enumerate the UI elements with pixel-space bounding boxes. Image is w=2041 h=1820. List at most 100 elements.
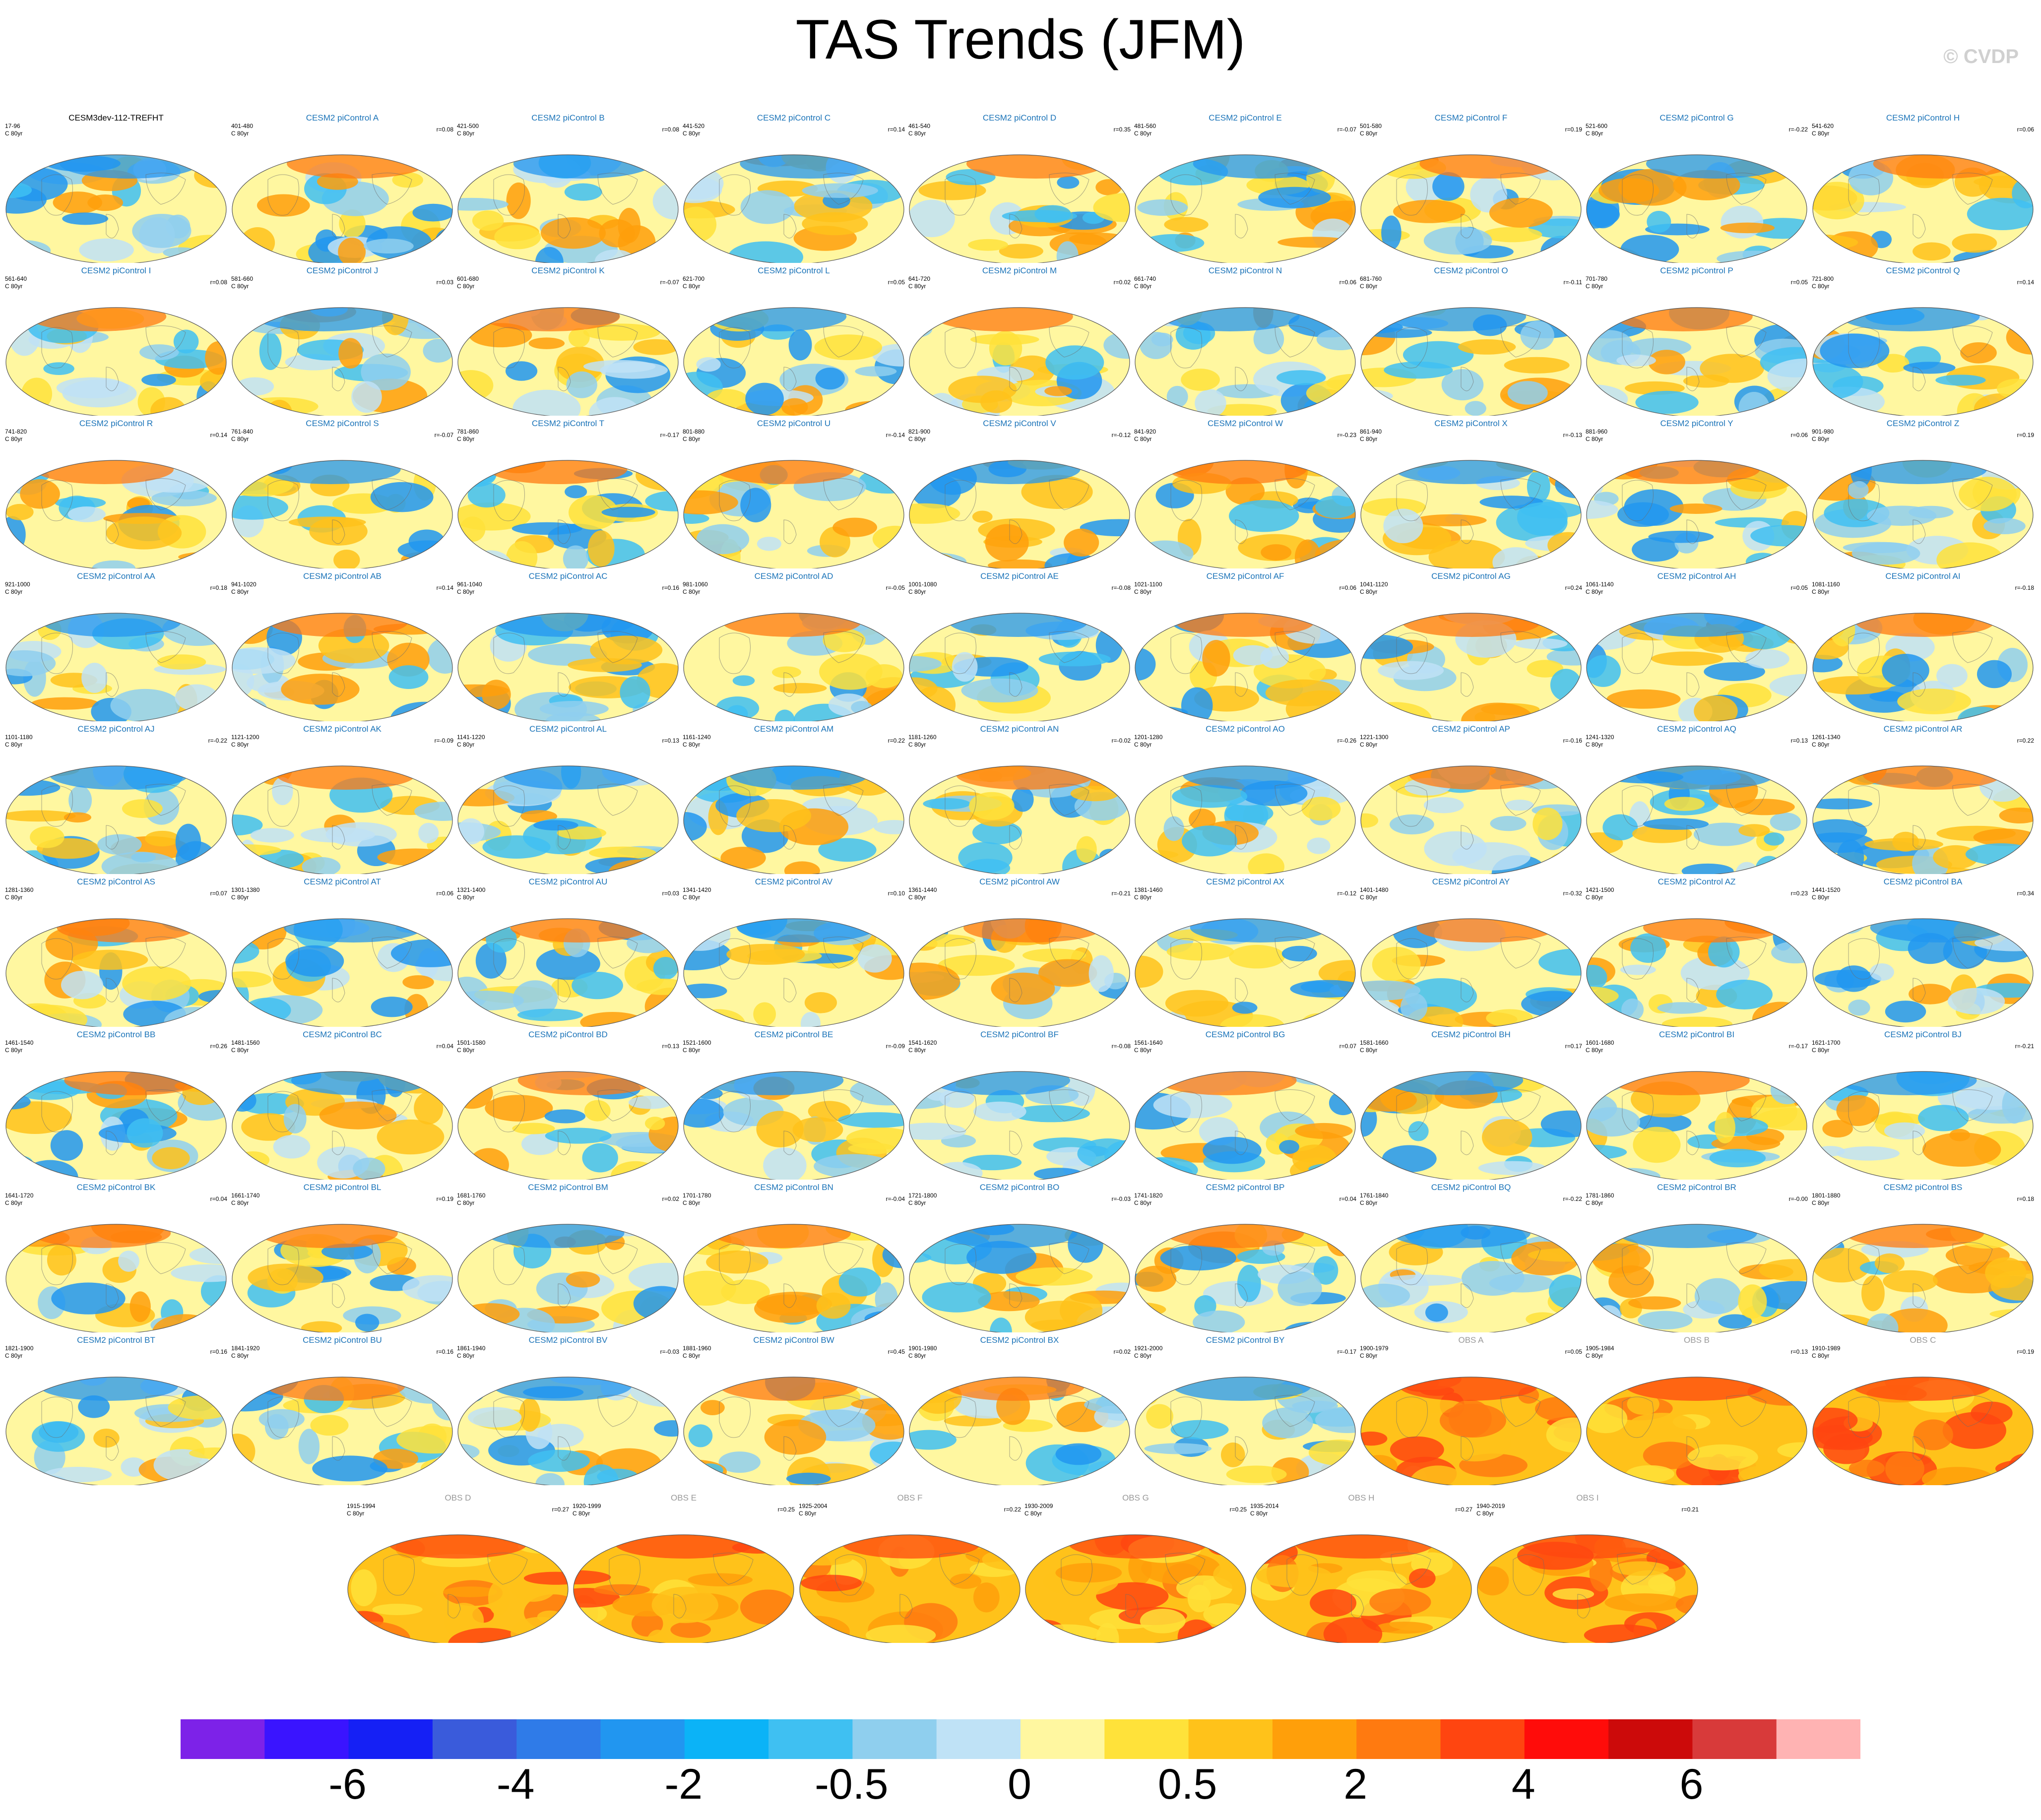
colorbar [181, 1719, 1860, 1759]
map-border [1586, 613, 1807, 721]
trend-region [1643, 818, 1709, 830]
arctic-region [64, 1071, 203, 1095]
panel-units: C 80yr [1812, 1199, 1830, 1206]
map-border [5, 460, 227, 568]
panel-units: C 80yr [1134, 436, 1152, 442]
trend-region [1295, 1123, 1353, 1139]
trend-region [310, 1415, 349, 1436]
panel-units: C 80yr [231, 894, 249, 901]
map-plot [457, 1071, 679, 1180]
panel-correlation: r=0.05 [1790, 584, 1808, 591]
map-panel: CESM2 piControl AQ 1241-1320 C 80yr r=0.13 [1585, 724, 1809, 874]
trend-region [1146, 1404, 1174, 1429]
panel-title: CESM2 piControl V [983, 419, 1056, 428]
map-border [683, 1071, 904, 1180]
trend-region [818, 838, 877, 862]
map-panel: CESM2 piControl P 701-780 C 80yr r=0.05 [1585, 266, 1809, 416]
map-plot [1586, 1224, 1807, 1332]
panel-title: CESM2 piControl U [757, 419, 831, 428]
trend-region [973, 1101, 1026, 1122]
map-plot [232, 1224, 453, 1332]
panel-units: C 80yr [5, 1047, 23, 1054]
continent-outline [267, 1242, 412, 1308]
trend-region [458, 684, 510, 697]
colorbar-swatch [768, 1719, 853, 1759]
trend-region [732, 675, 755, 687]
trend-region [950, 1573, 982, 1589]
page-title: TAS Trends (JFM) [795, 8, 1246, 70]
trend-region [772, 666, 801, 679]
panel-title: CESM2 piControl F [1434, 113, 1508, 123]
trend-region [587, 530, 615, 567]
trend-region [1136, 1265, 1177, 1292]
map-plot [1360, 765, 1582, 874]
trend-region [1482, 1119, 1532, 1156]
map-plot [909, 1071, 1130, 1180]
panel-units: C 80yr [1134, 741, 1152, 748]
trend-region [1587, 965, 1607, 990]
panel-correlation: r=0.07 [210, 890, 227, 897]
trend-region [1561, 766, 1581, 792]
trend-region [1661, 1016, 1733, 1027]
panel-correlation: r=0.03 [662, 890, 679, 897]
panel-title: CESM2 piControl B [531, 113, 605, 123]
trend-region [1012, 787, 1034, 812]
trend-region [1038, 651, 1111, 667]
trend-region [1095, 179, 1122, 195]
trend-region [1848, 1000, 1870, 1016]
continent-outline [1622, 478, 1767, 544]
arctic-region [291, 1071, 430, 1095]
trend-region [1033, 1168, 1083, 1180]
continent-outline [493, 631, 638, 697]
trend-region [1709, 1148, 1766, 1168]
panel-title: CESM2 piControl AL [529, 724, 607, 734]
trend-region [1253, 323, 1284, 355]
trend-region [1790, 155, 1807, 164]
continent-outline [267, 937, 412, 1003]
panel-correlation: r=0.27 [1455, 1506, 1472, 1513]
trend-region [1202, 639, 1230, 677]
trend-region [353, 1157, 385, 1180]
trend-region [1770, 1075, 1804, 1105]
map-border [232, 918, 453, 1027]
map-panel: CESM2 piControl B 421-500 C 80yr r=0.08 [456, 113, 680, 263]
panel-units: C 80yr [1360, 588, 1378, 595]
colorbar-tick-label: -0.5 [815, 1760, 889, 1808]
trend-region [764, 1419, 827, 1455]
trend-region [232, 647, 296, 674]
trend-region [106, 516, 182, 550]
trend-region [1452, 842, 1531, 871]
trend-region [512, 1123, 555, 1134]
trend-region [753, 1002, 776, 1026]
map-panel: CESM2 piControl AG 1041-1120 C 80yr r=0.24 [1359, 571, 1583, 721]
trend-region [1055, 1563, 1122, 1583]
trend-region [1514, 638, 1568, 649]
map-panel: CESM2 piControl D 461-540 C 80yr r=0.35 [907, 113, 1132, 263]
panel-correlation: r=0.19 [2017, 1348, 2034, 1355]
trend-region [1076, 836, 1097, 863]
map-panel: OBS C 1910-1989 C 80yr r=0.19 [1811, 1335, 2035, 1485]
panel-title: CESM2 piControl L [758, 266, 830, 275]
panel-years: 1621-1700 [1812, 1039, 1841, 1046]
arctic-region [42, 613, 181, 637]
trend-region [458, 1171, 510, 1180]
panel-years: 1935-2014 [1250, 1503, 1279, 1509]
map-border [1360, 613, 1582, 721]
panel-years: 1221-1300 [1360, 734, 1389, 741]
map-panel: CESM2 piControl AB 941-1020 C 80yr r=0.14 [230, 571, 454, 721]
trend-region [644, 1316, 678, 1332]
continent-outline [1170, 631, 1315, 697]
panel-correlation: r=0.08 [436, 126, 453, 133]
trend-region [973, 1582, 1000, 1613]
trend-region [175, 684, 219, 711]
trend-region [1144, 248, 1166, 263]
map-panel: CESM2 piControl BP 1741-1820 C 80yr r=0.04 [1133, 1183, 1357, 1332]
trend-region [909, 1161, 942, 1178]
map-border [683, 918, 904, 1027]
panel-units: C 80yr [908, 588, 926, 595]
trend-region [1262, 1407, 1313, 1439]
trend-region [1626, 1465, 1675, 1483]
panel-correlation: r=0.03 [436, 279, 453, 286]
trend-region [1977, 660, 2012, 689]
arctic-region [1392, 1224, 1531, 1248]
